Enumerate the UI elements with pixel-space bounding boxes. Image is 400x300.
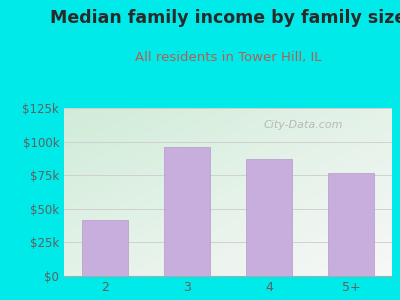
- Bar: [82, 220, 128, 276]
- Bar: [246, 159, 292, 276]
- Text: Median family income by family size: Median family income by family size: [50, 9, 400, 27]
- Text: All residents in Tower Hill, IL: All residents in Tower Hill, IL: [135, 51, 321, 64]
- Bar: [328, 172, 374, 276]
- Text: City-Data.com: City-Data.com: [264, 120, 343, 130]
- Bar: [164, 147, 210, 276]
